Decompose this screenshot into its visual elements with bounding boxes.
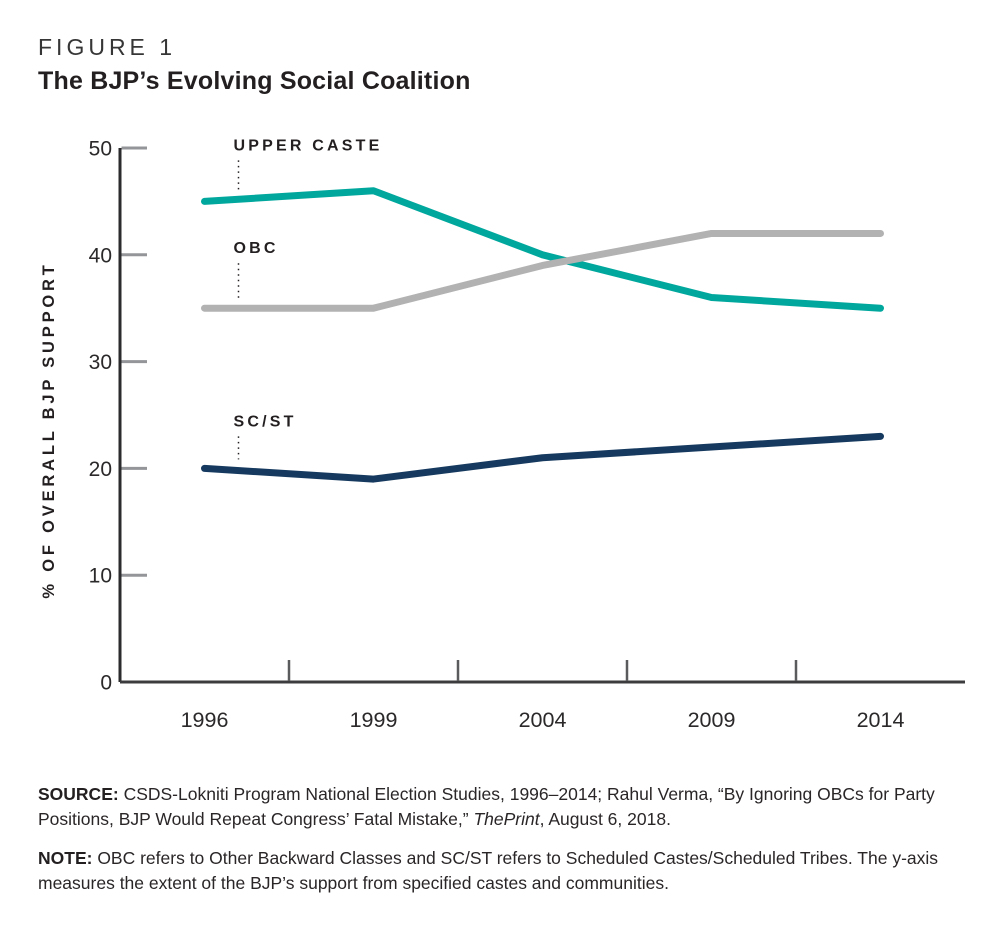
chart-title: The BJP’s Evolving Social Coalition xyxy=(38,67,471,95)
y-tick-label: 20 xyxy=(89,458,112,481)
y-tick-label: 30 xyxy=(89,351,112,374)
series-label-upper-caste: UPPER CASTE xyxy=(234,137,383,154)
figure-label: FIGURE 1 xyxy=(38,34,177,60)
y-tick-label: 50 xyxy=(89,138,112,161)
series-line-sc-st xyxy=(201,432,884,483)
figure-header: FIGURE 1 The BJP’s Evolving Social Coali… xyxy=(38,34,471,96)
line-chart: 0 10 20 30 40 50 1996 1999 2004 2009 2014 UPPER CAS… xyxy=(0,100,1001,780)
series-label-obc: OBC xyxy=(234,240,279,257)
x-tick-label: 2014 xyxy=(857,708,905,732)
series-label-sc-st: SC/ST xyxy=(234,413,297,430)
note-text: NOTE: OBC refers to Other Backward Class… xyxy=(38,848,939,893)
note-label: NOTE: xyxy=(38,848,93,868)
x-tick-label: 1996 xyxy=(181,708,229,732)
source-publication: ThePrint xyxy=(473,809,540,829)
series-line-upper-caste xyxy=(201,187,884,312)
x-tick-label: 2009 xyxy=(688,708,736,732)
chart-canvas: 0 10 20 30 40 50 1996 1999 2004 2009 2014 UPPER CAS… xyxy=(40,137,965,732)
y-tick-label: 40 xyxy=(89,244,112,267)
y-axis-title: % OF OVERALL BJP SUPPORT xyxy=(40,261,58,598)
x-tick-label: 2004 xyxy=(519,708,567,732)
source-text: SOURCE: CSDS-Lokniti Program National El… xyxy=(38,784,935,829)
source-label: SOURCE: xyxy=(38,784,119,804)
y-tick-label: 10 xyxy=(89,565,112,588)
figure-footer: SOURCE: CSDS-Lokniti Program National El… xyxy=(38,782,986,896)
y-tick-label: 0 xyxy=(100,672,112,695)
x-tick-label: 1999 xyxy=(350,708,398,732)
series-line-obc xyxy=(201,229,884,312)
